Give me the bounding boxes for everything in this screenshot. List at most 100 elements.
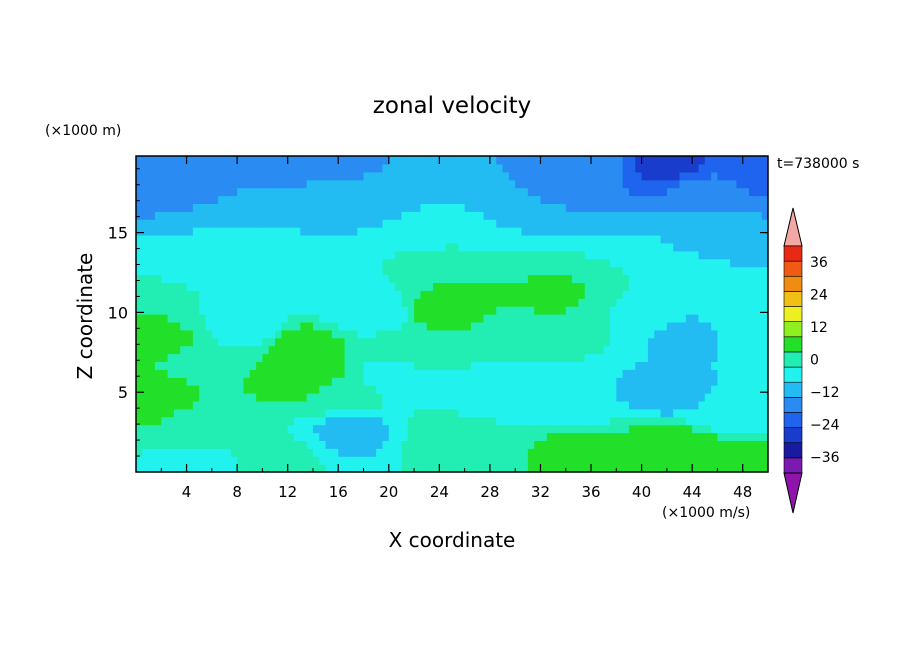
heatmap-cell xyxy=(433,266,440,276)
heatmap-cell xyxy=(578,306,586,315)
heatmap-cell xyxy=(597,408,605,418)
heatmap-cell xyxy=(167,464,175,472)
heatmap-cell xyxy=(489,448,497,457)
heatmap-cell xyxy=(591,156,598,165)
heatmap-cell xyxy=(502,464,510,472)
heatmap-cell xyxy=(414,329,421,339)
heatmap-cell xyxy=(679,227,687,236)
heatmap-cell xyxy=(338,440,346,449)
heatmap-cell xyxy=(211,298,219,307)
heatmap-cell xyxy=(319,400,327,410)
heatmap-cell xyxy=(628,242,636,252)
heatmap-cell xyxy=(723,353,731,362)
heatmap-cell xyxy=(256,408,263,418)
heatmap-cell xyxy=(622,266,630,276)
heatmap-cell xyxy=(433,187,440,197)
heatmap-cell xyxy=(154,306,162,315)
heatmap-cell xyxy=(376,377,384,386)
heatmap-cell xyxy=(622,235,630,244)
heatmap-cell xyxy=(268,203,276,212)
heatmap-cell xyxy=(515,448,523,457)
heatmap-cell xyxy=(420,282,428,291)
heatmap-cell xyxy=(635,424,643,434)
heatmap-cell xyxy=(736,282,744,291)
heatmap-cell xyxy=(502,377,510,386)
heatmap-cell xyxy=(641,353,649,362)
heatmap-cell xyxy=(192,298,200,307)
heatmap-cell xyxy=(755,156,763,165)
heatmap-cell xyxy=(426,195,434,204)
heatmap-cell xyxy=(433,456,440,465)
heatmap-cell xyxy=(692,393,700,402)
heatmap-cell xyxy=(350,250,358,260)
heatmap-cell xyxy=(660,235,668,244)
heatmap-cell xyxy=(433,298,440,307)
heatmap-cell xyxy=(287,274,295,283)
heatmap-cell xyxy=(268,156,276,165)
heatmap-cell xyxy=(685,242,693,252)
heatmap-cell xyxy=(470,464,478,472)
heatmap-cell xyxy=(730,369,737,378)
heatmap-cell xyxy=(167,258,175,268)
heatmap-cell xyxy=(711,179,719,189)
heatmap-cell xyxy=(249,353,257,362)
heatmap-cell xyxy=(628,377,636,386)
heatmap-cell xyxy=(388,424,396,434)
heatmap-cell xyxy=(275,282,282,291)
heatmap-cell xyxy=(470,416,478,426)
heatmap-cell xyxy=(597,306,605,315)
heatmap-cell xyxy=(730,195,737,204)
heatmap-cell xyxy=(698,314,706,323)
heatmap-cell xyxy=(237,242,245,252)
heatmap-cell xyxy=(256,219,263,228)
heatmap-cell xyxy=(742,250,750,260)
heatmap-cell xyxy=(268,416,276,426)
heatmap-cell xyxy=(319,258,327,268)
heatmap-cell xyxy=(331,440,339,449)
heatmap-cell xyxy=(641,456,649,465)
heatmap-cell xyxy=(249,211,257,220)
heatmap-cell xyxy=(470,266,478,276)
heatmap-cell xyxy=(452,211,459,220)
heatmap-cell xyxy=(483,187,491,197)
heatmap-cell xyxy=(489,416,497,426)
heatmap-cell xyxy=(192,219,200,228)
heatmap-cell xyxy=(610,432,617,441)
heatmap-cell xyxy=(692,235,700,244)
heatmap-cell xyxy=(249,321,257,331)
heatmap-cell xyxy=(376,424,384,434)
heatmap-cell xyxy=(376,219,384,228)
heatmap-cell xyxy=(704,408,712,418)
heatmap-cell xyxy=(167,432,175,441)
heatmap-cell xyxy=(294,377,301,386)
heatmap-cell xyxy=(439,361,447,370)
heatmap-cell xyxy=(711,448,719,457)
heatmap-cell xyxy=(294,369,301,378)
heatmap-cell xyxy=(553,290,561,299)
heatmap-cell xyxy=(578,314,586,323)
heatmap-cell xyxy=(262,235,270,244)
heatmap-cell xyxy=(230,203,238,212)
heatmap-cell xyxy=(546,306,554,315)
heatmap-cell xyxy=(300,219,308,228)
heatmap-cell xyxy=(369,250,377,260)
heatmap-cell xyxy=(142,456,150,465)
heatmap-cell xyxy=(673,266,681,276)
heatmap-cell xyxy=(319,314,327,323)
heatmap-cell xyxy=(761,361,768,370)
heatmap-cell xyxy=(218,242,226,252)
heatmap-cell xyxy=(477,369,485,378)
heatmap-cell xyxy=(199,306,207,315)
heatmap-cell xyxy=(218,211,226,220)
heatmap-cell xyxy=(433,219,440,228)
heatmap-cell xyxy=(262,345,270,355)
heatmap-cell xyxy=(610,393,617,402)
heatmap-cell xyxy=(641,274,649,283)
heatmap-cell xyxy=(262,464,270,472)
heatmap-cell xyxy=(433,163,440,173)
heatmap-cell xyxy=(420,187,428,197)
heatmap-cell xyxy=(211,314,219,323)
heatmap-cell xyxy=(325,408,333,418)
heatmap-cell xyxy=(730,306,737,315)
heatmap-cell xyxy=(224,377,232,386)
